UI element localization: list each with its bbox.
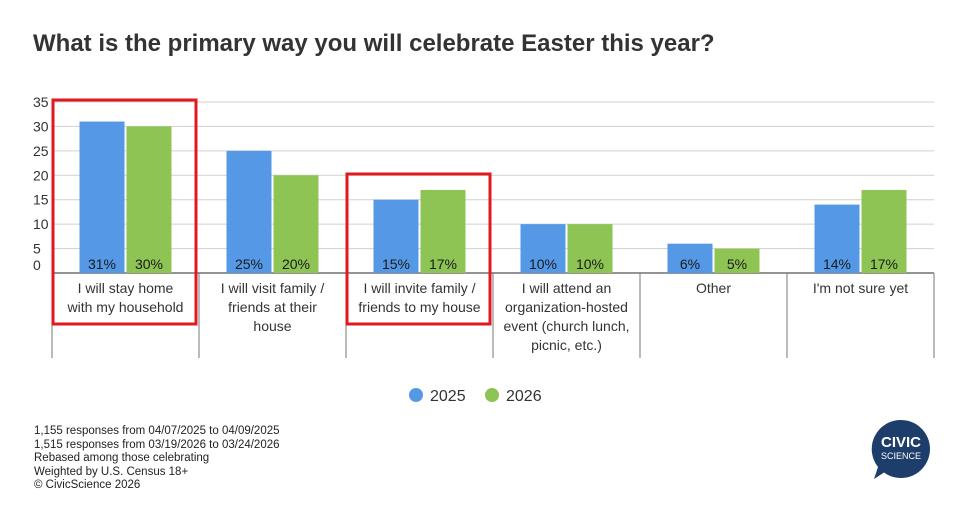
bar-2026: [273, 175, 319, 273]
legend-label: 2025: [430, 388, 466, 405]
logo-bubble-shape: [871, 419, 930, 479]
y-tick-label: 20: [33, 167, 49, 183]
y-tick-label: 0: [33, 257, 41, 273]
y-tick-label: 30: [33, 118, 49, 134]
bar-2026: [420, 189, 466, 273]
bar-2026: [567, 224, 613, 273]
category-label: friends at their: [228, 299, 317, 315]
legend-marker-2026: [485, 388, 499, 402]
footnote: © CivicScience 2026: [34, 479, 141, 491]
highlight-box: [345, 172, 492, 326]
category-label: I will stay home: [78, 280, 174, 296]
category-label: I will invite family /: [363, 280, 475, 296]
bar-2025: [520, 224, 566, 273]
category-label: Other: [696, 280, 731, 296]
category-label: friends to my house: [358, 299, 480, 315]
y-tick-label: 10: [33, 216, 49, 232]
bar-2025: [79, 121, 125, 274]
category-label: I will visit family /: [221, 280, 325, 296]
data-label: 10%: [576, 256, 604, 272]
category-label: I'm not sure yet: [813, 280, 908, 296]
footnote: Rebased among those celebrating: [34, 452, 210, 464]
category-label: organization-hosted: [505, 299, 628, 315]
category-label: I will attend an: [522, 280, 612, 296]
data-label: 31%: [88, 256, 116, 272]
civicscience-logo: CIVIC SCIENCE: [871, 419, 930, 479]
data-label: 17%: [429, 256, 457, 272]
category-label: picnic, etc.): [531, 337, 602, 353]
y-tick-label: 5: [33, 241, 41, 257]
highlight-box: [51, 98, 198, 326]
data-label: 15%: [382, 256, 410, 272]
y-tick-label: 25: [33, 143, 49, 159]
bar-2026: [126, 126, 172, 273]
data-label: 30%: [135, 256, 163, 272]
y-tick-label: 35: [33, 94, 49, 110]
data-label: 25%: [235, 256, 263, 272]
logo-text-civic: CIVIC: [881, 434, 921, 451]
logo-text-science: SCIENCE: [881, 451, 921, 461]
chart-title: What is the primary way you will celebra…: [33, 30, 715, 57]
category-label: with my household: [67, 299, 184, 315]
category-label: house: [253, 318, 291, 334]
data-label: 20%: [282, 256, 310, 272]
data-label: 5%: [727, 256, 747, 272]
footnote: 1,155 responses from 04/07/2025 to 04/09…: [34, 425, 280, 437]
data-label: 14%: [823, 256, 851, 272]
data-label: 10%: [529, 256, 557, 272]
y-tick-label: 15: [33, 192, 49, 208]
bar-2025: [814, 204, 860, 273]
data-label: 17%: [870, 256, 898, 272]
legend-marker-2025: [409, 388, 423, 402]
data-label: 6%: [680, 256, 700, 272]
bar-2026: [714, 248, 760, 273]
footnotes: 1,155 responses from 04/07/2025 to 04/09…: [34, 425, 280, 493]
footnote: 1,515 responses from 03/19/2026 to 03/24…: [34, 438, 280, 451]
bar-2026: [861, 189, 907, 273]
bar-2025: [667, 243, 713, 273]
bar-2025: [373, 199, 419, 273]
bar-2025: [226, 150, 272, 273]
footnote: Weighted by U.S. Census 18+: [34, 465, 189, 478]
legend-label: 2026: [506, 388, 542, 405]
category-label: event (church lunch,: [503, 318, 629, 334]
